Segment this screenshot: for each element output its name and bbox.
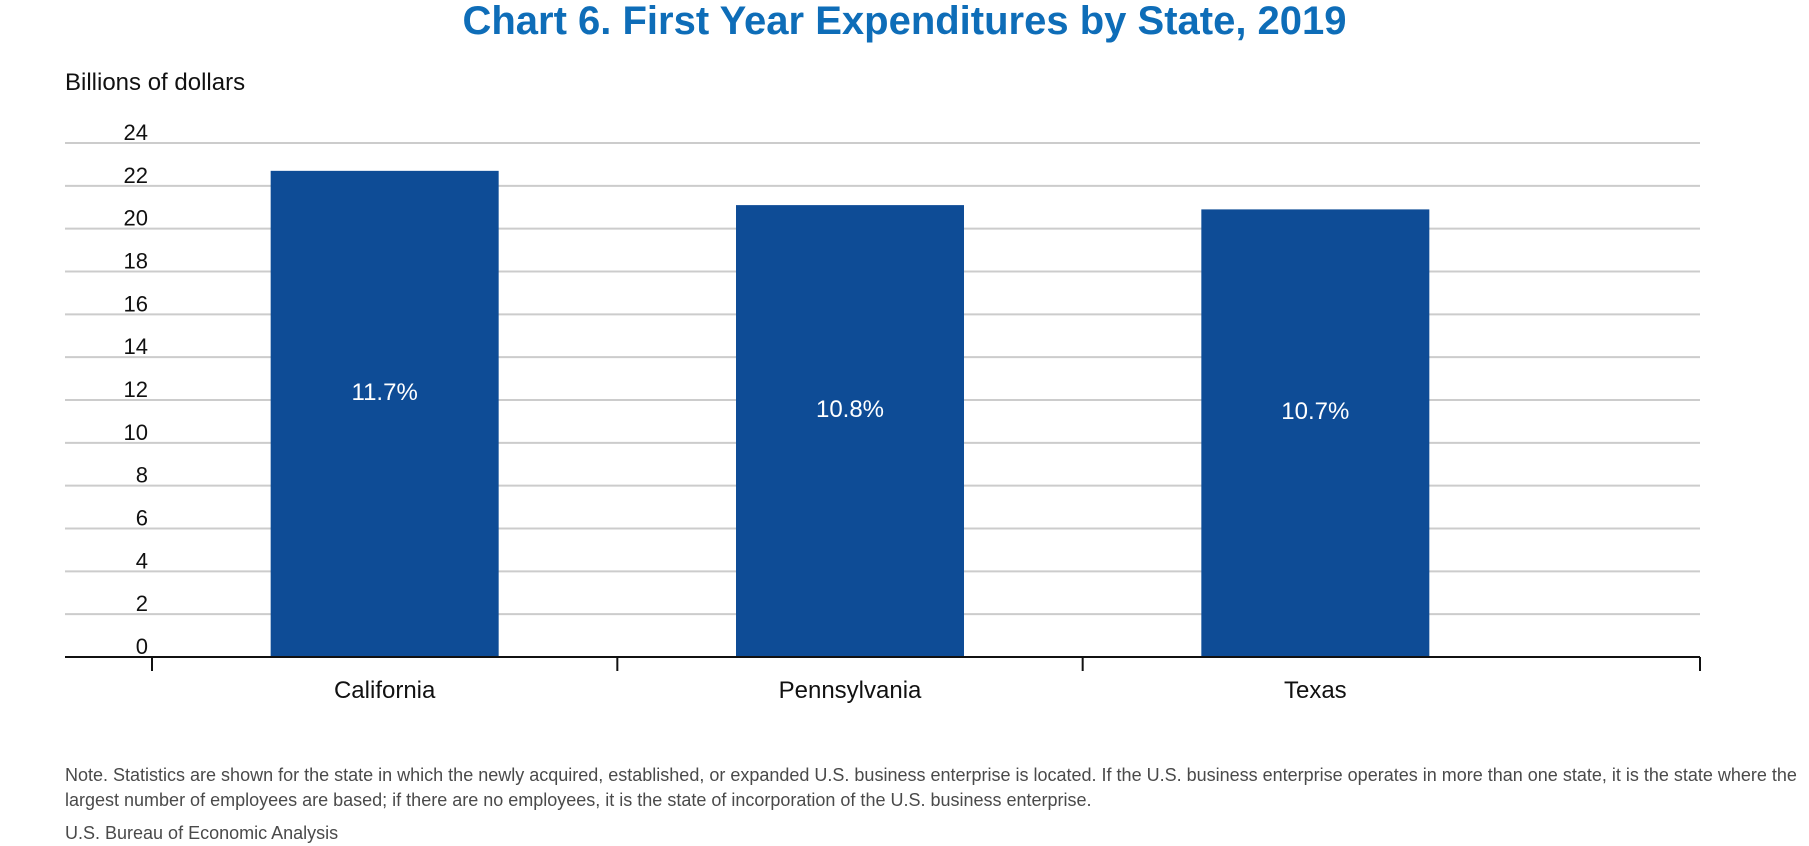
bar-pennsylvania bbox=[736, 205, 964, 657]
y-tick-label: 24 bbox=[124, 120, 148, 145]
y-tick-label: 10 bbox=[124, 420, 148, 445]
chart-title: Chart 6. First Year Expenditures by Stat… bbox=[462, 0, 1347, 43]
x-axis bbox=[65, 656, 1701, 671]
chart-note: Note. Statistics are shown for the state… bbox=[65, 765, 1797, 810]
y-tick-label: 4 bbox=[136, 548, 148, 573]
y-tick-label: 20 bbox=[124, 206, 148, 231]
y-tick-label: 2 bbox=[136, 591, 148, 616]
y-tick-label: 0 bbox=[136, 634, 148, 659]
bar-texas bbox=[1201, 209, 1430, 657]
y-tick-label: 22 bbox=[124, 163, 148, 188]
x-tick-label: Pennsylvania bbox=[779, 677, 922, 704]
bar-chart: Billions of dollars 02468101214161820222… bbox=[65, 69, 1701, 704]
y-tick-label: 8 bbox=[136, 463, 148, 488]
y-tick-label: 14 bbox=[124, 334, 148, 359]
y-tick-label: 18 bbox=[124, 249, 148, 274]
bar-data-label: 10.8% bbox=[816, 396, 884, 423]
y-axis-label: Billions of dollars bbox=[65, 69, 245, 96]
x-tick-label: California bbox=[334, 677, 436, 704]
x-tick-labels: California Pennsylvania Texas bbox=[334, 677, 1347, 704]
y-tick-label: 12 bbox=[124, 377, 148, 402]
bar-data-label: 10.7% bbox=[1281, 398, 1349, 425]
bar-data-label: 11.7% bbox=[352, 379, 418, 406]
x-tick-label: Texas bbox=[1284, 677, 1347, 704]
bar-california bbox=[270, 170, 499, 657]
chart-source: U.S. Bureau of Economic Analysis bbox=[65, 823, 339, 843]
y-tick-label: 6 bbox=[136, 506, 148, 531]
y-tick-label: 16 bbox=[124, 291, 148, 316]
bars: 11.7% 10.8% 10.7% bbox=[270, 170, 1430, 657]
